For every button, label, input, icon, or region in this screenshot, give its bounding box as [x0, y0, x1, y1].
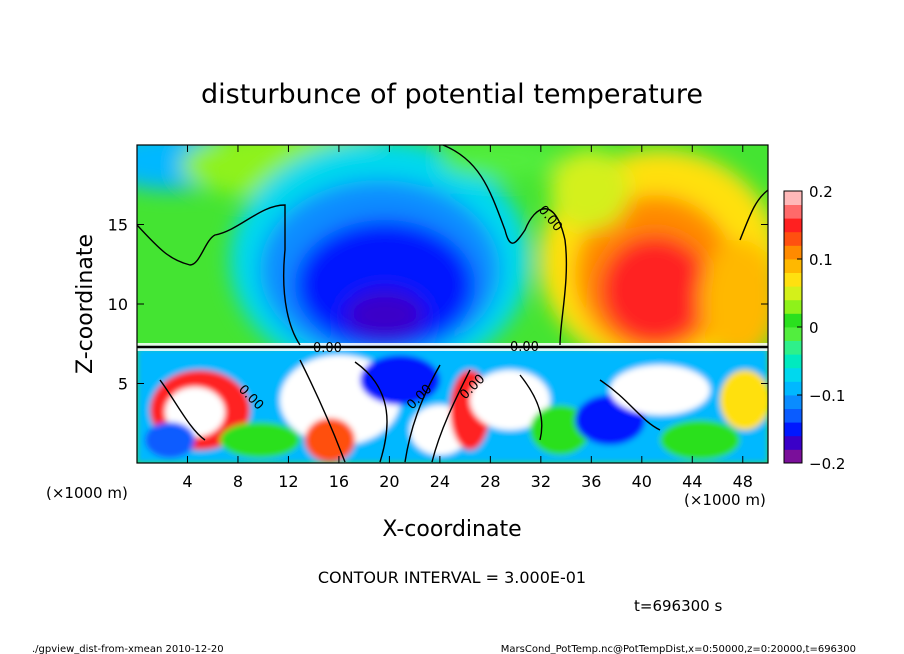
time-stamp: t=696300 s — [634, 597, 722, 615]
x-tick-label: 32 — [531, 472, 551, 491]
colorbar-swatch — [784, 231, 802, 246]
colorbar-swatch — [784, 286, 802, 301]
x-tick-label: 12 — [278, 472, 298, 491]
colorbar-swatch — [784, 340, 802, 355]
colorbar-tick-label: 0.1 — [809, 251, 833, 269]
colorbar-tick-label: −0.1 — [809, 387, 845, 405]
x-tick-label: 28 — [480, 472, 500, 491]
x-axis-label: X-coordinate — [382, 517, 521, 542]
colorbar-swatch — [784, 381, 802, 396]
y-tick-label: 10 — [108, 295, 128, 314]
colorbar-swatch — [784, 204, 802, 219]
colorbar-swatch — [784, 313, 802, 328]
colorbar-swatch — [784, 449, 802, 464]
colorbar-frame — [783, 190, 803, 464]
colorbar: 0.2 0.1 0 −0.1 −0.2 — [784, 183, 845, 473]
x-tick-label: 44 — [682, 472, 702, 491]
y-tick-label: 5 — [118, 375, 128, 394]
colorbar-swatch — [784, 395, 802, 409]
x-tick-label: 24 — [430, 472, 450, 491]
colorbar-swatch — [784, 299, 802, 314]
chart-title: disturbunce of potential temperature — [201, 79, 703, 110]
colorbar-tick-label: −0.2 — [809, 455, 845, 473]
x-axis-ticks: 4 8 12 16 20 24 28 32 36 40 44 48 — [182, 145, 753, 491]
colorbar-swatch — [784, 367, 802, 382]
contour-lines — [137, 145, 768, 463]
colorbar-tick-label: 0.2 — [809, 183, 833, 201]
x-tick-label: 20 — [379, 472, 399, 491]
contour-label: 0.00 — [510, 340, 539, 355]
x-tick-label: 16 — [329, 472, 349, 491]
heatmap-field — [137, 145, 768, 463]
colorbar-swatch — [784, 218, 802, 233]
x-tick-label: 48 — [733, 472, 753, 491]
y-tick-label: 15 — [108, 216, 128, 235]
x-tick-label: 40 — [632, 472, 652, 491]
colorbar-swatch — [784, 408, 802, 423]
colorbar-swatch — [784, 259, 802, 273]
colorbar-swatch — [784, 354, 802, 369]
x-tick-label: 4 — [182, 472, 192, 491]
x-unit-right: (×1000 m) — [684, 491, 766, 509]
contour-interval: CONTOUR INTERVAL = 3.000E-01 — [318, 568, 586, 587]
colorbar-swatch — [784, 191, 802, 205]
colorbar-swatch — [784, 272, 802, 287]
colorbar-swatch — [784, 327, 802, 341]
colorbar-swatch — [784, 422, 802, 437]
y-axis-label: Z-coordinate — [73, 234, 98, 374]
contour-label: 0.00 — [313, 341, 342, 356]
x-tick-label: 8 — [233, 472, 243, 491]
footer-right: MarsCond_PotTemp.nc@PotTempDist,x=0:5000… — [501, 644, 856, 654]
colorbar-tick-label: 0 — [809, 319, 819, 337]
x-unit-left: (×1000 m) — [46, 484, 128, 502]
colorbar-swatch — [784, 435, 802, 450]
x-tick-label: 36 — [581, 472, 601, 491]
plot-area: 0.00 0.00 0.00 0.00 0.00 0.00 4 8 12 16 20 24… — [108, 144, 769, 491]
colorbar-swatch — [784, 245, 802, 260]
y-axis-ticks: 5 10 15 — [108, 216, 768, 394]
footer-left: ./gpview_dist-from-xmean 2010-12-20 — [32, 644, 224, 654]
